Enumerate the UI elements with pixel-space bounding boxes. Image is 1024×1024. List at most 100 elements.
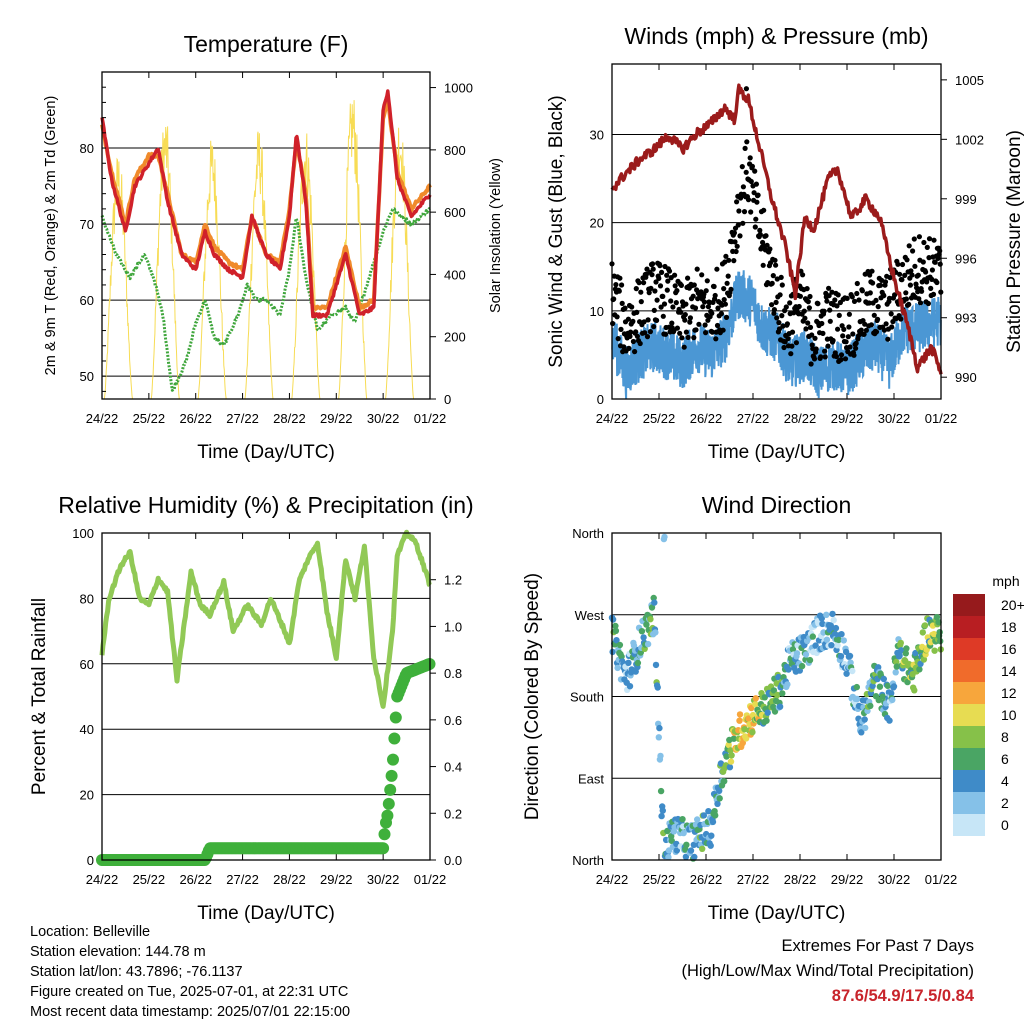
gust-point (739, 164, 745, 170)
gust-point (910, 248, 916, 254)
panel3-xtick-label: 25/22 (133, 872, 166, 887)
direction-point (651, 599, 658, 606)
direction-point (630, 642, 638, 649)
gust-point (757, 231, 763, 238)
direction-point (832, 624, 840, 632)
gust-point (869, 268, 875, 274)
precip-point (387, 753, 399, 766)
gust-point (803, 326, 809, 332)
gust-point (743, 169, 749, 175)
gust-point (908, 268, 914, 274)
direction-point (823, 611, 830, 618)
gust-point (664, 287, 670, 293)
direction-point (888, 690, 895, 697)
gust-point (785, 336, 791, 342)
direction-point (936, 629, 943, 636)
gust-point (821, 308, 827, 314)
colorbar-swatch (953, 638, 985, 660)
gust-point (820, 330, 826, 336)
gust-point (843, 339, 849, 345)
colorbar-swatch (953, 594, 985, 616)
direction-point (849, 667, 856, 675)
gust-point (920, 259, 926, 265)
gust-point (879, 277, 885, 283)
direction-point (680, 829, 687, 837)
panel2-ytick-label: 0 (597, 392, 604, 407)
direction-point (668, 837, 675, 845)
colorbar-swatch (953, 748, 985, 770)
gust-point (779, 313, 785, 319)
gust-point (622, 305, 628, 311)
gust-point (899, 277, 905, 283)
precip-point (389, 711, 402, 724)
direction-point (774, 691, 781, 699)
gust-point (691, 335, 697, 341)
gust-point (784, 321, 791, 327)
panel3-frame (101, 532, 431, 861)
direction-point (726, 764, 734, 771)
gust-point (674, 325, 681, 331)
gust-point (665, 278, 671, 284)
gust-point (826, 293, 832, 299)
colorbar-label: 0 (1001, 817, 1009, 833)
gust-point (753, 216, 759, 222)
direction-point (625, 659, 632, 666)
gust-point (764, 242, 770, 248)
gust-point (773, 262, 779, 268)
gust-point (692, 305, 699, 311)
direction-point (665, 854, 672, 861)
gust-point (755, 192, 761, 198)
panel3-y2tick-label: 0.2 (444, 806, 462, 821)
gust-point (718, 311, 725, 317)
gust-point (618, 326, 624, 332)
gust-point (930, 291, 937, 297)
gust-point (632, 349, 638, 355)
direction-point (739, 739, 746, 747)
direction-point (723, 753, 730, 760)
panel4-xtick-label: 30/22 (878, 872, 911, 887)
gust-point (824, 298, 830, 304)
panel4-xtick-label: 25/22 (643, 872, 676, 887)
gust-point (791, 310, 797, 316)
gust-point (668, 298, 674, 304)
direction-point (654, 684, 661, 691)
gust-point (747, 155, 753, 161)
direction-point (721, 778, 728, 785)
gust-point (801, 308, 807, 314)
direction-point (727, 758, 735, 765)
gust-point (641, 319, 647, 325)
colorbar-label: 2 (1001, 795, 1009, 811)
gust-point (760, 262, 766, 268)
gust-point (743, 86, 750, 92)
gust-point (861, 331, 867, 337)
gust-point (751, 190, 757, 196)
direction-point (854, 695, 861, 703)
gust-point (763, 233, 769, 239)
gust-points (609, 86, 944, 367)
panel4-frame (611, 532, 942, 861)
gust-point (629, 304, 635, 310)
panel3-title: Relative Humidity (%) & Precipitation (i… (58, 492, 473, 518)
direction-point (835, 636, 842, 644)
direction-point (911, 687, 918, 694)
direction-point (847, 659, 854, 666)
direction-point (659, 807, 666, 814)
direction-point (609, 616, 617, 623)
panel2-y2tick-label: 996 (955, 251, 977, 266)
direction-point (761, 694, 768, 701)
direction-point (708, 832, 715, 839)
panel1-y2tick-label: 1000 (444, 81, 473, 96)
gust-point (672, 272, 678, 278)
panel3-ytick-label: 60 (80, 657, 94, 672)
gust-point (678, 282, 685, 288)
direction-point (647, 616, 654, 623)
direction-point (893, 663, 900, 670)
gust-point (722, 301, 729, 307)
panel2-xtick-label: 25/22 (643, 411, 676, 426)
panel1-ytick-label: 60 (80, 293, 94, 308)
gust-point (937, 261, 943, 267)
direction-point (656, 724, 663, 732)
gust-point (633, 329, 639, 335)
direction-point (823, 636, 831, 643)
direction-point (727, 747, 734, 754)
